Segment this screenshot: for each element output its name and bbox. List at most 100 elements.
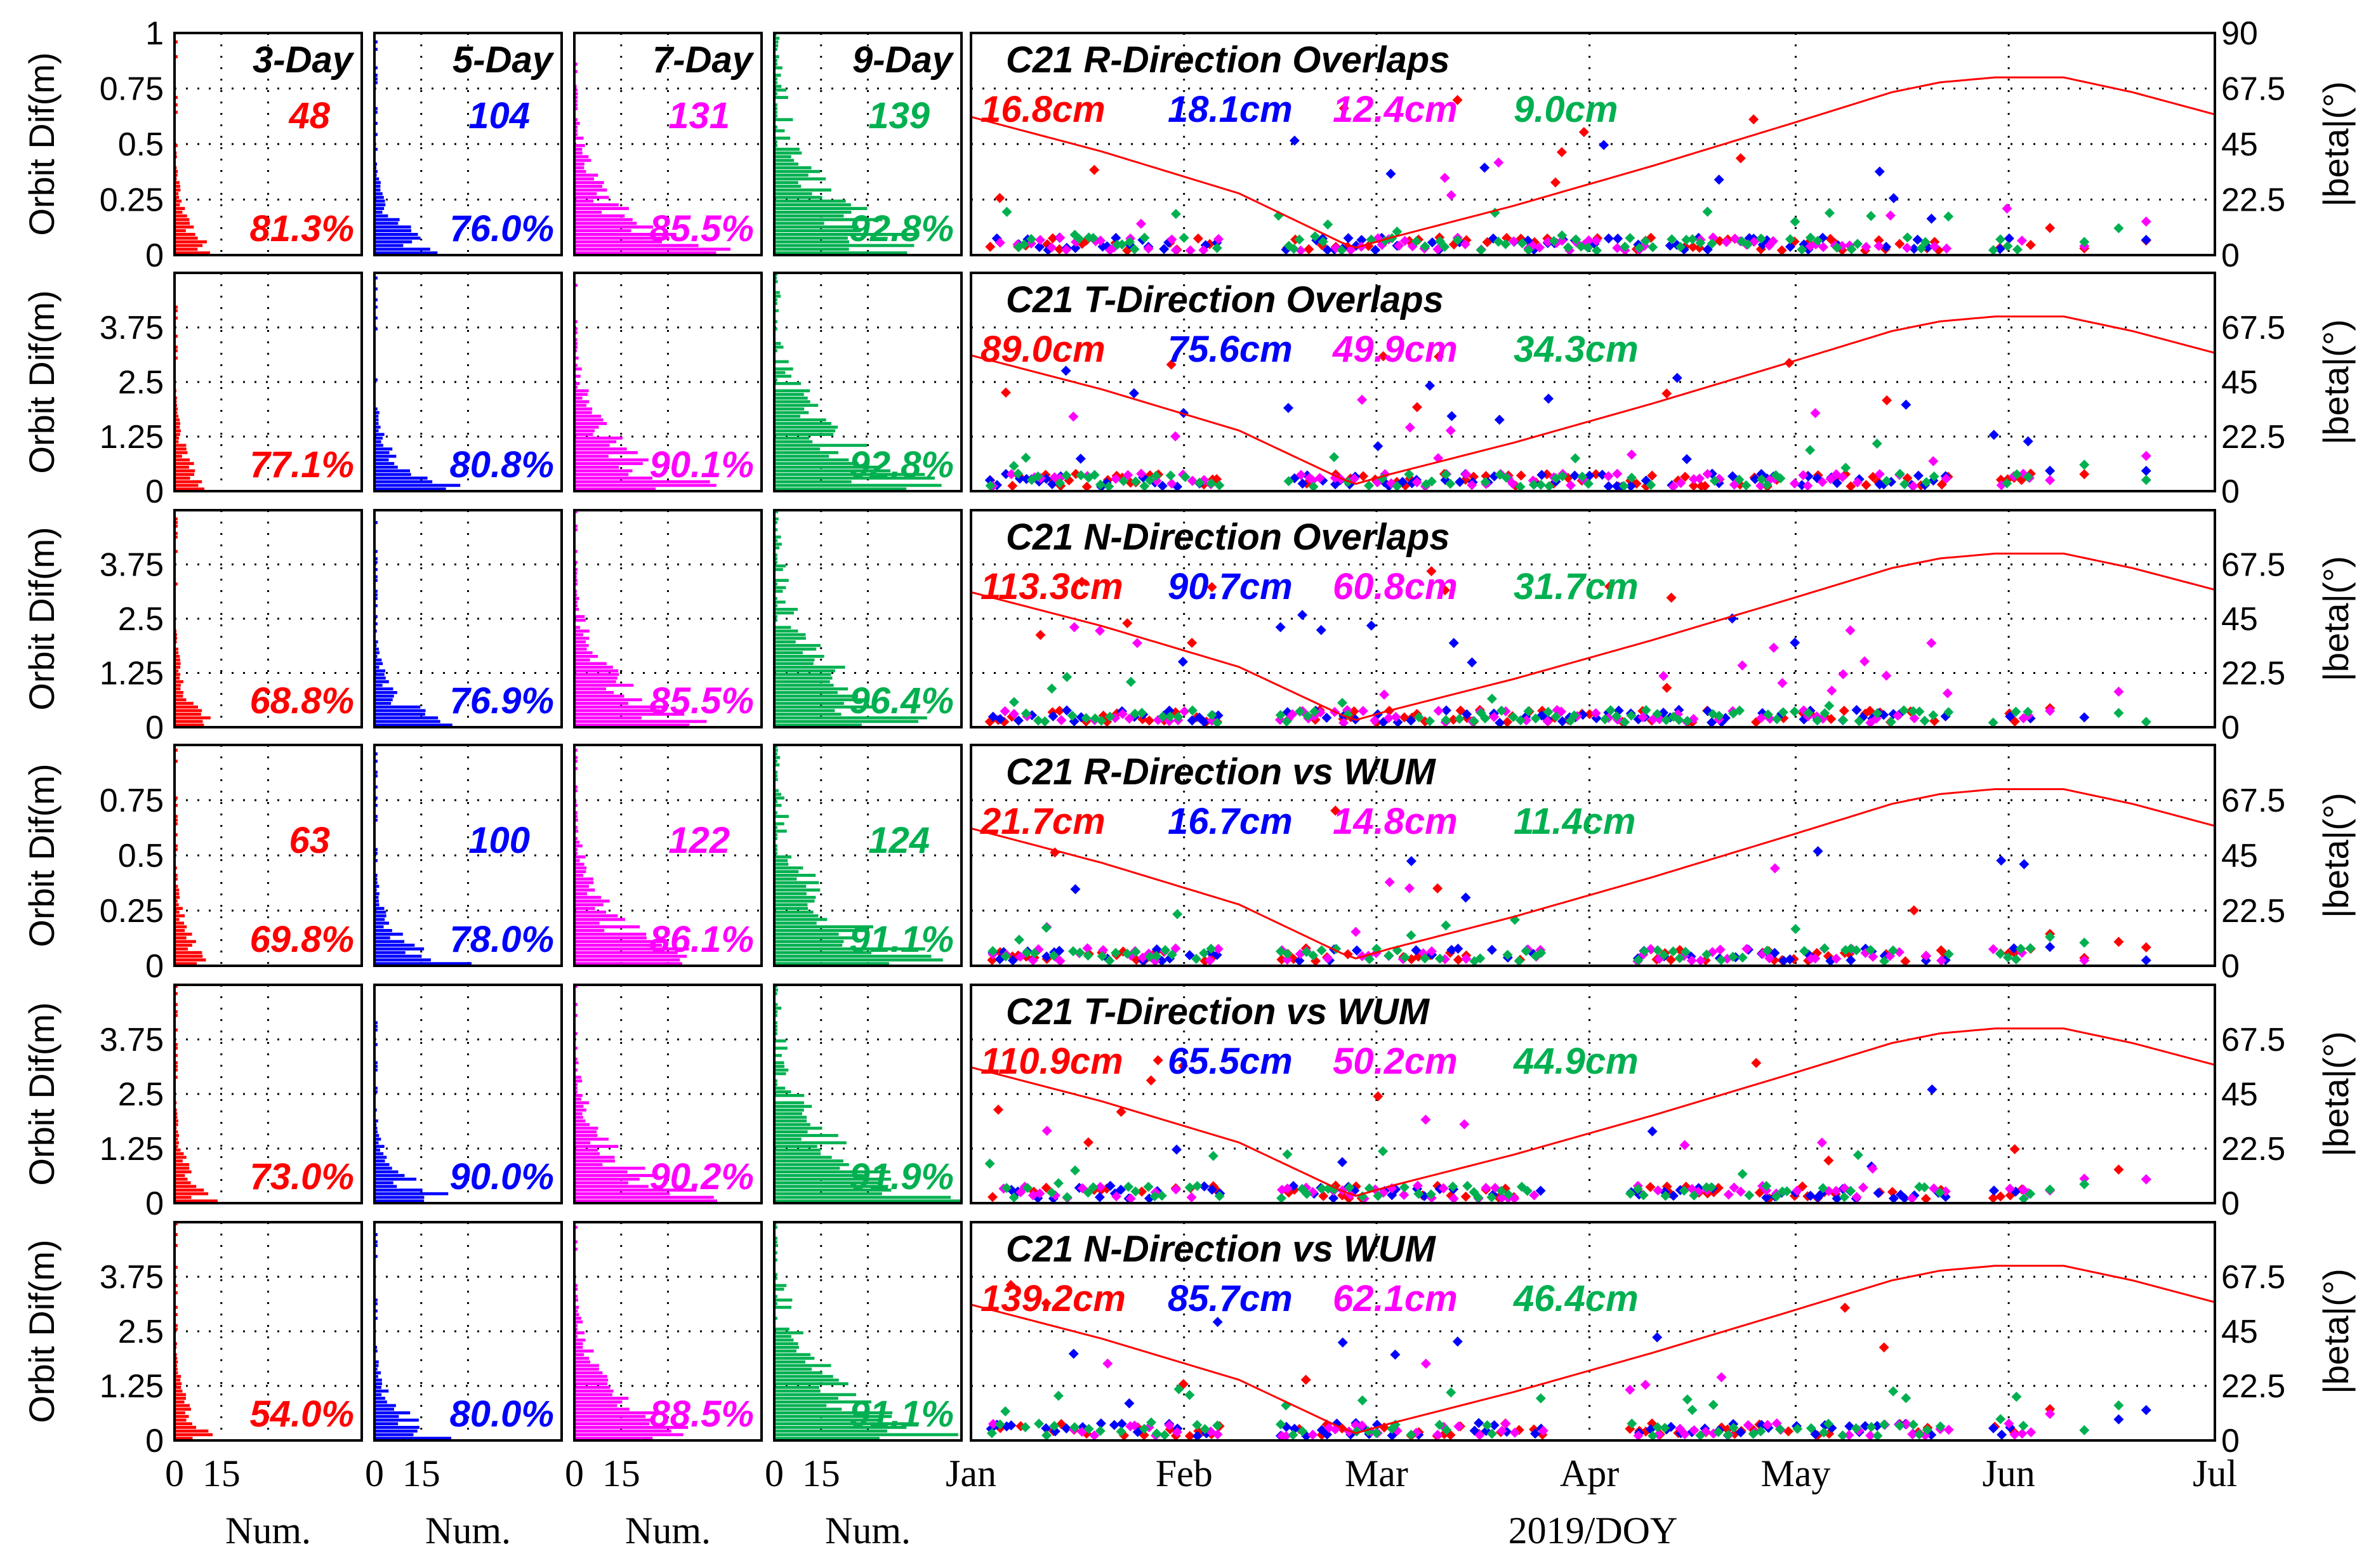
histogram-bar <box>175 221 190 225</box>
data-point <box>1901 1393 1912 1404</box>
data-point <box>1337 1337 1348 1348</box>
data-point <box>1170 245 1181 256</box>
histogram-bar <box>574 122 580 125</box>
data-point <box>1089 470 1100 480</box>
data-point <box>1357 1420 1368 1431</box>
histogram-bar <box>574 723 690 727</box>
data-point <box>1756 713 1767 723</box>
data-point <box>1522 1185 1533 1196</box>
data-point <box>1689 1190 1700 1201</box>
histogram-bar <box>574 1404 618 1407</box>
histogram-bar <box>774 1130 808 1134</box>
histogram-bar <box>774 477 935 480</box>
data-point <box>1008 1192 1019 1203</box>
histogram-bar <box>774 389 810 393</box>
histogram-bar <box>774 276 777 280</box>
data-point <box>1144 715 1154 726</box>
histogram-bar <box>774 911 814 914</box>
histogram-bar <box>374 107 378 110</box>
histogram-bar <box>574 440 617 444</box>
y-tick-label: 0 <box>145 948 164 985</box>
data-point <box>1894 1420 1905 1431</box>
histogram-bar <box>574 852 578 855</box>
histogram-bar <box>574 1305 579 1309</box>
data-point <box>1988 944 1998 954</box>
panel-title: C21 T-Direction Overlaps <box>1006 279 1444 320</box>
histogram-bar <box>574 903 604 907</box>
histogram-bar <box>175 1418 187 1422</box>
histogram-bar <box>175 487 205 491</box>
right-axis-label: |beta|(°) <box>2316 1031 2356 1157</box>
data-point <box>1995 234 2006 245</box>
data-point <box>1599 140 1609 150</box>
histogram-bar <box>574 181 604 185</box>
right-tick-label: 22.5 <box>2221 1131 2285 1168</box>
histogram-bar <box>574 188 607 192</box>
histogram-bar <box>774 1177 891 1181</box>
data-point <box>1152 1055 1163 1065</box>
histogram-bar <box>774 1170 890 1174</box>
data-point <box>1434 236 1445 247</box>
histogram-bar <box>574 404 587 407</box>
data-point <box>1565 480 1576 491</box>
histogram-bar <box>774 611 795 615</box>
histogram-bar <box>574 465 619 469</box>
histogram-bar <box>774 404 819 407</box>
histogram-bar <box>574 748 578 752</box>
data-point <box>1755 234 1766 244</box>
histogram-frame <box>373 272 563 492</box>
data-point <box>1000 387 1011 398</box>
data-point <box>1406 715 1417 726</box>
data-point <box>1068 946 1079 957</box>
histogram-bar <box>574 425 599 429</box>
histogram-bar <box>574 892 588 895</box>
data-point <box>1728 1422 1739 1433</box>
histogram-bar <box>574 1389 614 1393</box>
histogram-bar <box>374 169 378 173</box>
data-point <box>1861 242 1872 253</box>
histogram-header: 9-Day <box>852 39 954 81</box>
data-point <box>1170 209 1181 220</box>
data-point <box>1300 1374 1311 1385</box>
histogram-bar <box>574 118 578 121</box>
data-point <box>2141 466 2151 477</box>
data-point <box>1184 1390 1195 1400</box>
histogram-bar <box>574 345 578 349</box>
data-point <box>1027 955 1038 966</box>
histogram-bar <box>774 658 815 662</box>
data-point <box>1557 230 1568 240</box>
histogram-bar <box>574 936 647 940</box>
histogram-bar <box>574 1418 654 1422</box>
data-point <box>1373 1091 1384 1102</box>
histogram-bar <box>574 932 647 936</box>
data-point <box>1425 380 1436 391</box>
right-tick-label: 45 <box>2221 601 2258 638</box>
histogram-bar <box>774 1349 796 1353</box>
data-point <box>1687 234 1698 245</box>
data-point <box>2019 859 2030 869</box>
histogram-bar <box>374 1255 378 1258</box>
timeseries-frame <box>970 32 2216 256</box>
data-point <box>1550 177 1561 188</box>
histogram-bar <box>574 1061 579 1065</box>
data-point <box>1578 127 1589 138</box>
data-point <box>2079 237 2090 247</box>
data-point <box>1908 480 1919 491</box>
histogram-bar <box>175 687 181 690</box>
data-point <box>1494 414 1505 425</box>
data-point <box>1000 1406 1011 1417</box>
data-point <box>1187 705 1198 716</box>
data-point <box>1344 1182 1355 1193</box>
histogram-frame <box>573 272 763 492</box>
histogram-bar <box>374 1433 414 1437</box>
histogram-bar <box>374 698 393 702</box>
histogram-bar <box>574 437 623 440</box>
data-point <box>1716 1372 1727 1383</box>
histogram-bar <box>774 528 778 532</box>
histogram-bar <box>774 273 777 276</box>
histogram-bar <box>574 1141 591 1145</box>
histogram-bar <box>574 1371 603 1374</box>
histogram-bar <box>574 666 613 669</box>
data-point <box>1865 718 1876 728</box>
